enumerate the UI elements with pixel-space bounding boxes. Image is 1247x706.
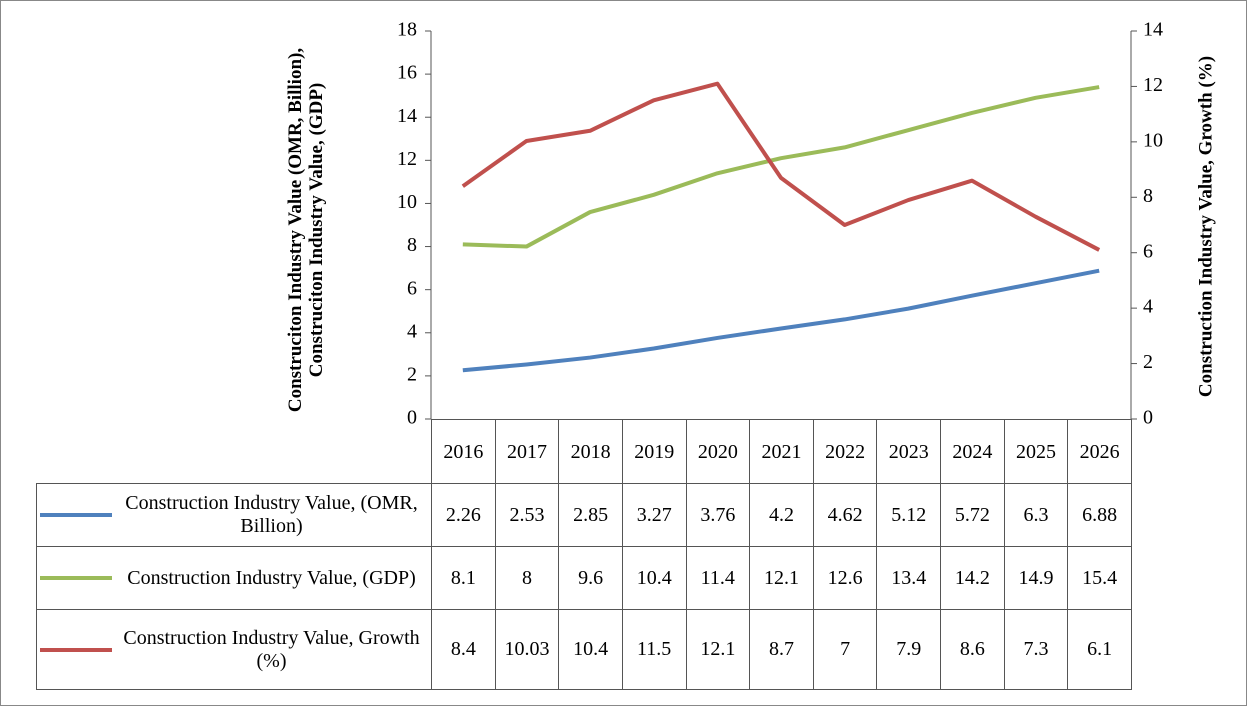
value-cell: 6.1 bbox=[1067, 609, 1132, 690]
legend-swatch bbox=[40, 513, 112, 517]
x-tick-label: 2026 bbox=[1067, 419, 1132, 484]
value-cell: 7.3 bbox=[1003, 609, 1069, 690]
legend-cell: Construction Industry Value, (GDP) bbox=[36, 546, 432, 610]
value-cell: 15.4 bbox=[1067, 546, 1132, 610]
y-tick-label: 18 bbox=[397, 19, 417, 41]
y2-tick-label: 8 bbox=[1143, 185, 1153, 207]
x-tick-label: 2016 bbox=[431, 419, 496, 484]
x-tick-label: 2023 bbox=[876, 419, 941, 484]
value-cell: 8.6 bbox=[940, 609, 1005, 690]
value-cell: 4.62 bbox=[812, 483, 878, 547]
x-tick-label: 2020 bbox=[685, 419, 751, 484]
legend-cell: Construction Industry Value, (OMR, Billi… bbox=[36, 483, 432, 547]
value-cell: 10.4 bbox=[558, 609, 623, 690]
x-tick-label: 2021 bbox=[749, 419, 814, 484]
x-tick-label: 2018 bbox=[558, 419, 623, 484]
value-cell: 11.4 bbox=[685, 546, 751, 610]
y2-tick-label: 0 bbox=[1143, 407, 1153, 429]
y-axis-title: Construciton Industry Value (OMR, Billio… bbox=[285, 47, 327, 413]
value-cell: 10.4 bbox=[621, 546, 687, 610]
y2-tick-label: 12 bbox=[1143, 74, 1163, 96]
value-cell: 4.2 bbox=[749, 483, 814, 547]
value-cell: 14.2 bbox=[940, 546, 1005, 610]
value-cell: 6.3 bbox=[1003, 483, 1069, 547]
y-tick-label: 6 bbox=[407, 277, 417, 299]
y2-axis-title: Construction Industry Value, Growth (%) bbox=[1195, 55, 1217, 398]
x-tick-label: 2024 bbox=[940, 419, 1005, 484]
y-tick-label: 2 bbox=[407, 363, 417, 385]
y-tick-label: 0 bbox=[407, 407, 417, 429]
series-line bbox=[461, 81, 1101, 252]
y-tick-label: 8 bbox=[407, 234, 417, 256]
value-cell: 5.12 bbox=[876, 483, 941, 547]
x-tick-label: 2022 bbox=[812, 419, 878, 484]
series-row: Construction Industry Value, (GDP) 8.1 8 9.… bbox=[36, 546, 1132, 610]
y2-tick-label: 10 bbox=[1143, 129, 1163, 151]
legend-item: Construction Industry Value, (OMR, Billi… bbox=[37, 492, 431, 538]
y2-tick-label: 14 bbox=[1143, 19, 1163, 41]
legend-item: Construction Industry Value, (GDP) bbox=[37, 567, 431, 590]
value-cell: 2.26 bbox=[431, 483, 496, 547]
x-tick-label: 2025 bbox=[1003, 419, 1069, 484]
y-tick-label: 14 bbox=[397, 105, 417, 127]
category-row: 2016 2017 2018 2019 2020 2021 2022 2023 2024 2025… bbox=[36, 419, 1132, 484]
value-cell: 8.4 bbox=[431, 609, 496, 690]
y-tick-label: 10 bbox=[397, 191, 417, 213]
x-tick-label: 2017 bbox=[494, 419, 560, 484]
legend-cell: Construction Industry Value, Growth (%) bbox=[36, 609, 432, 690]
value-cell: 8.1 bbox=[431, 546, 496, 610]
y2-tick-label: 6 bbox=[1143, 240, 1153, 262]
value-cell: 2.53 bbox=[494, 483, 560, 547]
y-tick-label: 4 bbox=[407, 320, 417, 342]
value-cell: 13.4 bbox=[876, 546, 941, 610]
value-cell: 3.27 bbox=[621, 483, 687, 547]
legend-label: Construction Industry Value, (GDP) bbox=[127, 566, 416, 589]
legend-label: Construction Industry Value, Growth (%) bbox=[123, 626, 420, 672]
x-tick-label: 2019 bbox=[621, 419, 687, 484]
blank-cell bbox=[36, 419, 432, 484]
value-cell: 12.1 bbox=[685, 609, 751, 690]
value-cell: 7.9 bbox=[876, 609, 941, 690]
value-cell: 7 bbox=[812, 609, 878, 690]
series-row: Construction Industry Value, Growth (%) 8… bbox=[36, 609, 1132, 690]
y-tick-label: 16 bbox=[397, 62, 417, 84]
value-cell: 12.6 bbox=[812, 546, 878, 610]
value-cell: 9.6 bbox=[558, 546, 623, 610]
value-cell: 8 bbox=[494, 546, 560, 610]
value-cell: 8.7 bbox=[749, 609, 814, 690]
value-cell: 5.72 bbox=[940, 483, 1005, 547]
value-cell: 12.1 bbox=[749, 546, 814, 610]
value-cell: 6.88 bbox=[1067, 483, 1132, 547]
legend-swatch bbox=[40, 576, 112, 580]
value-cell: 10.03 bbox=[494, 609, 560, 690]
series-line bbox=[462, 85, 1100, 249]
legend-item: Construction Industry Value, Growth (%) bbox=[37, 627, 431, 673]
value-cell: 3.76 bbox=[685, 483, 751, 547]
value-cell: 2.85 bbox=[558, 483, 623, 547]
value-cell: 11.5 bbox=[621, 609, 687, 690]
series-row: Construction Industry Value, (OMR, Billi… bbox=[36, 483, 1132, 547]
value-cell: 14.9 bbox=[1003, 546, 1069, 610]
y-tick-label: 12 bbox=[397, 148, 417, 170]
series-line bbox=[462, 268, 1100, 373]
legend-swatch bbox=[40, 647, 112, 652]
y2-tick-label: 2 bbox=[1143, 351, 1153, 373]
data-table: 2016 2017 2018 2019 2020 2021 2022 2023 2024 2025… bbox=[36, 419, 1132, 690]
legend-label: Construction Industry Value, (OMR, Billi… bbox=[125, 492, 418, 537]
y2-tick-label: 4 bbox=[1143, 296, 1153, 318]
